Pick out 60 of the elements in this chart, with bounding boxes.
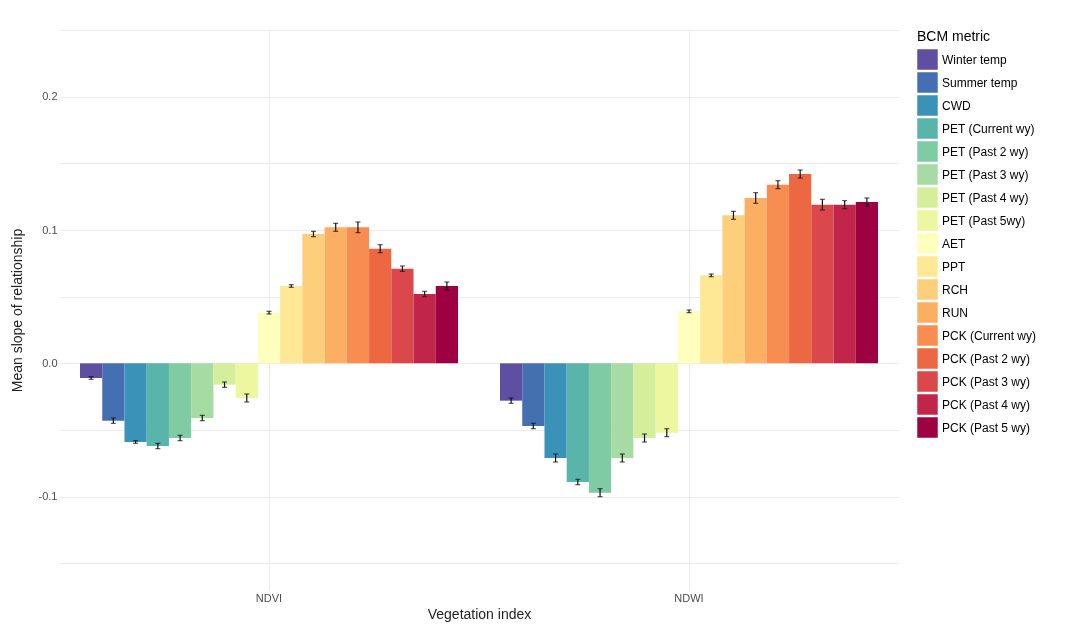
bar (855, 202, 878, 364)
bar (611, 363, 634, 458)
bar (257, 312, 281, 364)
legend-label: PET (Current wy) (942, 121, 1035, 136)
legend-label: PET (Past 4 wy) (942, 190, 1029, 205)
y-axis-title: Mean slope of relationship (8, 228, 25, 393)
bar (435, 286, 458, 364)
bar (235, 363, 258, 398)
bar (302, 234, 325, 364)
bar (766, 184, 790, 364)
legend-label: PPT (942, 259, 967, 274)
bar (324, 227, 347, 364)
bar (522, 363, 545, 426)
bar (391, 268, 414, 364)
bar (213, 363, 236, 385)
legend-label: PET (Past 3 wy) (942, 167, 1029, 182)
bar (789, 174, 812, 364)
bar (744, 198, 767, 364)
bar (191, 363, 214, 418)
legend-label: Winter temp (942, 52, 1008, 67)
x-tick-label: NDWI (674, 591, 704, 604)
bar (677, 311, 701, 364)
legend-label: AET (942, 236, 967, 251)
bar (722, 215, 745, 364)
bar (102, 363, 125, 421)
bar (80, 363, 103, 378)
bar (346, 227, 370, 364)
bar (146, 363, 169, 446)
legend-label: RCH (942, 282, 968, 297)
bar (633, 363, 656, 438)
bar (700, 275, 723, 364)
bar (811, 204, 834, 364)
bar (280, 286, 303, 364)
legend-label: PCK (Past 3 wy) (942, 374, 1031, 389)
bar (369, 248, 392, 364)
legend-label: RUN (942, 305, 968, 320)
bar (655, 363, 678, 433)
y-tick-label: 0.2 (42, 90, 58, 103)
x-axis-title: Vegetation index (427, 605, 532, 622)
bar (124, 363, 147, 442)
bar (500, 363, 523, 401)
y-tick-label: 0.0 (42, 356, 58, 369)
bar (413, 294, 436, 364)
legend-label: PET (Past 5wy) (942, 213, 1026, 228)
y-tick-label: 0.1 (42, 223, 58, 236)
legend-label: Summer temp (942, 75, 1018, 90)
y-tick-label: -0.1 (38, 490, 58, 503)
bar (566, 363, 589, 482)
legend-label: PCK (Past 5 wy) (942, 420, 1031, 435)
legend-label: PET (Past 2 wy) (942, 144, 1029, 159)
bar (588, 363, 612, 493)
legend-title: BCM metric (917, 28, 991, 44)
legend-label: PCK (Current wy) (942, 328, 1037, 343)
bar (833, 204, 856, 364)
legend-label: PCK (Past 2 wy) (942, 351, 1031, 366)
legend-label: CWD (942, 98, 971, 113)
x-tick-label: NDVI (255, 591, 283, 604)
bar (168, 363, 192, 438)
legend-label: PCK (Past 4 wy) (942, 397, 1031, 412)
bar (544, 363, 567, 458)
